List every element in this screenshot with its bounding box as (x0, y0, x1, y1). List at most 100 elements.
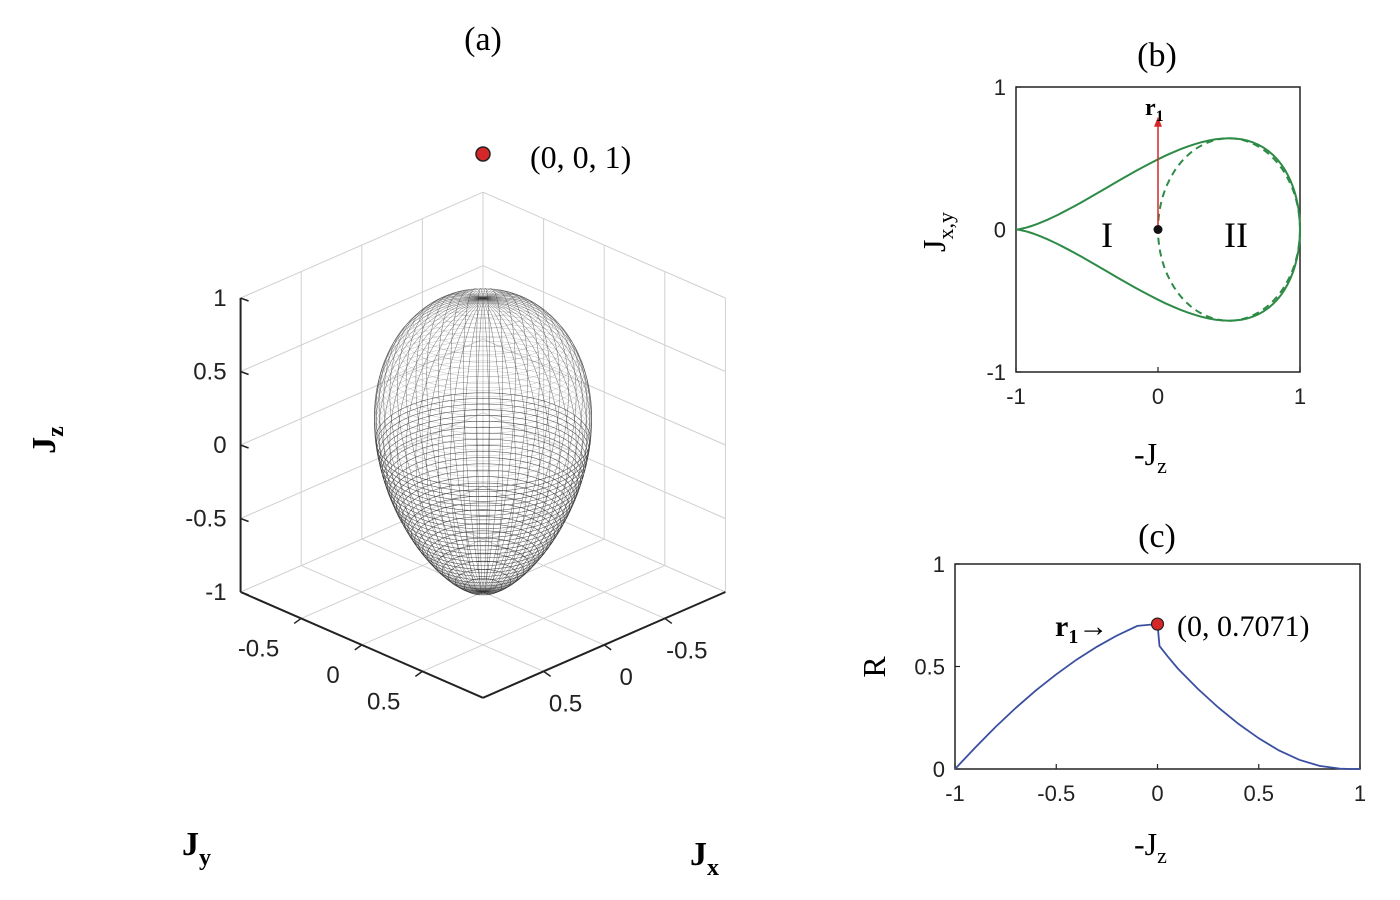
surface-meridian (415, 297, 484, 594)
surface-meridian (482, 289, 528, 593)
y-tick-label: -0.5 (238, 635, 279, 662)
grid-line (240, 485, 484, 593)
surface-meridian (482, 295, 577, 593)
x-tick-label: -1 (945, 781, 965, 806)
z-tick (240, 370, 249, 376)
x-tick-label: -0.5 (666, 637, 707, 664)
grid-line (240, 412, 484, 519)
surface-meridian (482, 297, 528, 595)
z-tick-label: -0.5 (185, 506, 226, 533)
surface-meridian (482, 297, 551, 594)
panel-a-box (239, 191, 726, 699)
surface-meridian (375, 297, 484, 593)
panel-c-peak-point (1150, 617, 1165, 631)
grid-line (482, 485, 726, 593)
z-tick (240, 444, 249, 449)
surface-meridian (450, 297, 484, 596)
x-tick-label: 0.5 (1243, 781, 1274, 806)
panel-b-vector-arrowhead (1154, 116, 1162, 127)
panel-a-x-ticks: -0.5 0 0.5 (543, 617, 707, 717)
surface-meridian (482, 297, 592, 593)
grid-line (482, 412, 726, 519)
y-tick (414, 670, 423, 677)
surface-meridian (482, 297, 503, 596)
x-tick (543, 670, 552, 677)
surface-meridian (438, 297, 484, 595)
z-tick-label: -1 (205, 579, 226, 606)
panel-a: (a) 10.50-0.5-1 -0.500.5 -0.500.5 Jz Jy … (26, 21, 726, 881)
panel-b-outline-curve (1016, 137, 1301, 322)
surface-meridian (463, 288, 484, 593)
grid-line (240, 338, 484, 446)
panel-c-ylabel: R (856, 656, 892, 678)
panel-b: (b) -1 0 1 1 0 -1 r1 I II Jx,y -Jz (916, 37, 1306, 478)
surface-meridian (482, 297, 490, 596)
z-tick (240, 517, 249, 523)
x-axis (482, 591, 726, 699)
panel-c-xlabel: -Jz (1134, 826, 1167, 868)
panel-a-xlabel: Jx (690, 836, 719, 881)
panel-a-surface (374, 288, 592, 596)
z-tick-label: 0 (213, 432, 226, 459)
panel-a-ylabel: Jy (182, 826, 211, 871)
surface-meridian (482, 288, 490, 593)
panel-a-y-ticks: -0.5 0 0.5 (238, 617, 423, 715)
x-tick-label: 0 (620, 664, 633, 691)
surface-meridian (378, 297, 484, 593)
panel-b-origin-point (1153, 225, 1163, 234)
surface-ring (418, 516, 548, 574)
surface-meridian (482, 291, 551, 593)
x-tick-label: 1 (1294, 384, 1306, 409)
panel-a-zlabel: Jz (26, 426, 69, 454)
x-tick-label: 0 (1152, 384, 1164, 409)
panel-c-series-line (954, 623, 1360, 770)
y-tick (354, 644, 363, 651)
y-tick-label: 0.5 (914, 655, 945, 680)
surface-meridian (482, 297, 561, 594)
x-tick-label: 0.5 (549, 690, 582, 717)
grid-line (240, 265, 484, 372)
panel-a-top-point (475, 146, 491, 162)
panel-c-axes-box (954, 563, 1361, 770)
surface-meridian (374, 297, 484, 593)
panel-b-xlabel: -Jz (1134, 436, 1167, 478)
surface-meridian (476, 297, 484, 596)
grid-line (482, 191, 726, 299)
y-tick-label: -1 (986, 360, 1006, 385)
panel-c: (c) -1 -0.5 0 0.5 1 1 0.5 0 r1→ (0, 0.7071) R -… (856, 518, 1366, 868)
surface-meridian (426, 290, 484, 593)
surface-meridian (482, 292, 561, 593)
surface-meridian (482, 297, 588, 593)
surface-meridian (482, 297, 591, 593)
panel-a-z-ticks: 1 0.5 0 -0.5 -1 (185, 285, 249, 606)
y-tick-label: 0 (994, 218, 1006, 243)
x-tick (603, 644, 612, 651)
surface-meridian (383, 297, 484, 593)
surface-meridian (378, 297, 484, 593)
grid-line (422, 565, 666, 672)
panel-c-annotation: (0, 0.7071) (1177, 610, 1309, 643)
surface-meridian (482, 297, 516, 596)
x-tick-label: 1 (1354, 781, 1366, 806)
panel-c-title: (c) (1138, 518, 1176, 555)
z-tick (240, 591, 249, 596)
panel-c-marker-label: r1→ (1055, 610, 1108, 648)
panel-b-vector-label: r1 (1145, 95, 1164, 125)
grid-line (300, 565, 544, 672)
y-tick-label: 0.5 (367, 688, 400, 715)
panel-b-region-II: II (1224, 215, 1248, 255)
surface-meridian (397, 297, 484, 593)
y-tick-label: 1 (933, 552, 945, 577)
x-tick-label: -1 (1006, 384, 1026, 409)
y-tick-label: 1 (994, 75, 1006, 100)
panel-b-ticks: -1 0 1 1 0 -1 (986, 75, 1306, 409)
surface-meridian (482, 297, 588, 593)
surface-meridian (389, 295, 484, 593)
panel-b-ylabel: Jx,y (916, 212, 958, 252)
grid-line (482, 338, 726, 446)
y-tick-label: 0 (326, 662, 339, 689)
surface-meridian (463, 297, 484, 596)
surface-meridian (482, 288, 503, 593)
panel-a-annotation: (0, 0, 1) (530, 139, 631, 175)
